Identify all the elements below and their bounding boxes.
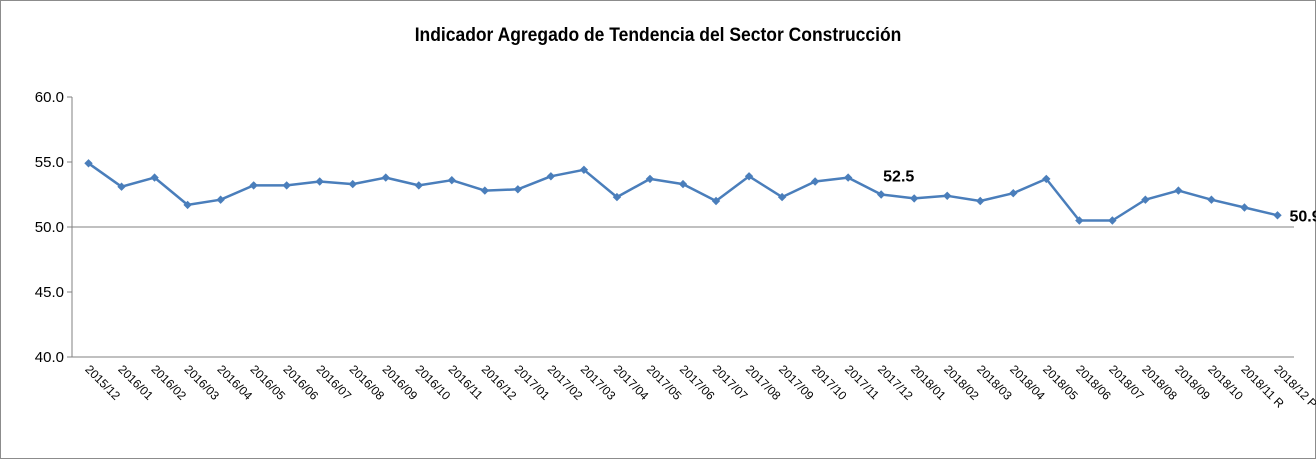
data-point [1240,203,1249,212]
y-tick-label: 45.0 [35,284,64,301]
data-point [84,159,93,168]
data-point [348,179,357,189]
y-tick-label: 50.0 [35,219,64,236]
chart-title: Indicador Agregado de Tendencia del Sect… [414,25,902,46]
data-label: 50.9 [1289,208,1316,225]
data-point [645,174,655,184]
x-tick-label: 2017/08 [743,362,784,403]
x-tick-label: 2016/10 [413,362,454,403]
x-tick-label: 2017/11 [842,362,882,402]
x-tick-label: 2017/06 [677,362,718,403]
data-point [976,196,985,206]
x-tick-label: 2017/07 [710,362,751,403]
x-tick-label: 2016/09 [380,362,421,403]
x-tick-label: 2018/02 [941,362,982,403]
data-point [513,185,523,194]
x-tick-label: 2016/06 [281,362,322,403]
x-tick-label: 2018/06 [1073,362,1114,403]
y-tick-label: 55.0 [35,154,64,171]
data-point [876,190,886,199]
x-tick-label: 2017/04 [611,362,652,403]
data-point [315,177,324,186]
data-point [1108,216,1117,225]
data-point [1207,195,1216,204]
series-line [84,159,1282,225]
data-point [447,176,457,185]
data-point [843,173,853,182]
data-label: 52.5 [883,169,914,186]
x-tick-label: 2016/11 [446,362,486,402]
data-point [612,192,622,202]
x-tick-label: 2017/10 [809,362,850,403]
x-tick-label: 2016/04 [215,362,256,403]
data-point [744,172,754,181]
x-tick-label: 2016/05 [248,362,289,403]
x-tick-label: 2017/12 [875,362,916,403]
data-point [282,181,291,190]
x-tick-label: 2016/01 [115,362,156,403]
y-tick-labels: 60.0 55.0 50.0 45.0 40.0 [35,89,72,366]
x-tick-label: 2015/12 [82,362,123,403]
data-point [546,172,556,181]
x-tick-label: 2018/10 [1205,362,1246,403]
data-point [381,173,390,182]
data-point [810,177,820,186]
x-tick-label: 2016/02 [148,362,189,403]
data-point [1042,174,1051,184]
x-tick-label: 2017/03 [578,362,619,403]
data-point [579,165,589,174]
y-tick-label: 60.0 [35,89,64,106]
x-tick-label: 2017/09 [776,362,817,403]
x-tick-label: 2017/02 [545,362,586,403]
x-tick-labels: 2015/122016/012016/022016/032016/042016/… [82,362,1316,411]
data-point [1009,189,1018,198]
data-point [1075,216,1084,225]
x-tick-label: 2018/03 [974,362,1015,403]
x-tick-label: 2016/07 [314,362,355,403]
x-tick-label: 2018/01 [908,362,949,403]
data-point [216,195,225,204]
data-point [183,200,192,210]
data-point [777,192,787,202]
data-point [117,182,126,191]
data-point [414,181,423,190]
x-tick-label: 2018/07 [1106,362,1147,403]
data-point [909,194,919,203]
x-tick-label: 2018/05 [1040,362,1081,403]
axes [71,97,1294,358]
x-tick-label: 2017/01 [512,362,553,403]
x-tick-label: 2016/08 [347,362,388,403]
x-tick-label: 2016/03 [181,362,222,403]
data-point [150,173,159,182]
data-point [1174,186,1183,195]
x-tick-label: 2016/12 [479,362,520,403]
x-tick-label: 2018/04 [1007,362,1048,403]
series-polyline [87,162,1278,222]
data-point [1273,211,1282,220]
data-point [1141,195,1150,204]
data-point [711,196,721,206]
x-tick-label: 2018/08 [1139,362,1180,403]
x-tick-label: 2017/05 [644,362,685,403]
x-tick-label: 2018/09 [1172,362,1213,403]
y-tick-label: 40.0 [35,349,64,366]
data-point [480,186,490,195]
data-point [249,181,258,190]
data-point [943,191,952,200]
data-labels: 52.5 50.9 [883,169,1316,226]
data-point [678,179,688,189]
